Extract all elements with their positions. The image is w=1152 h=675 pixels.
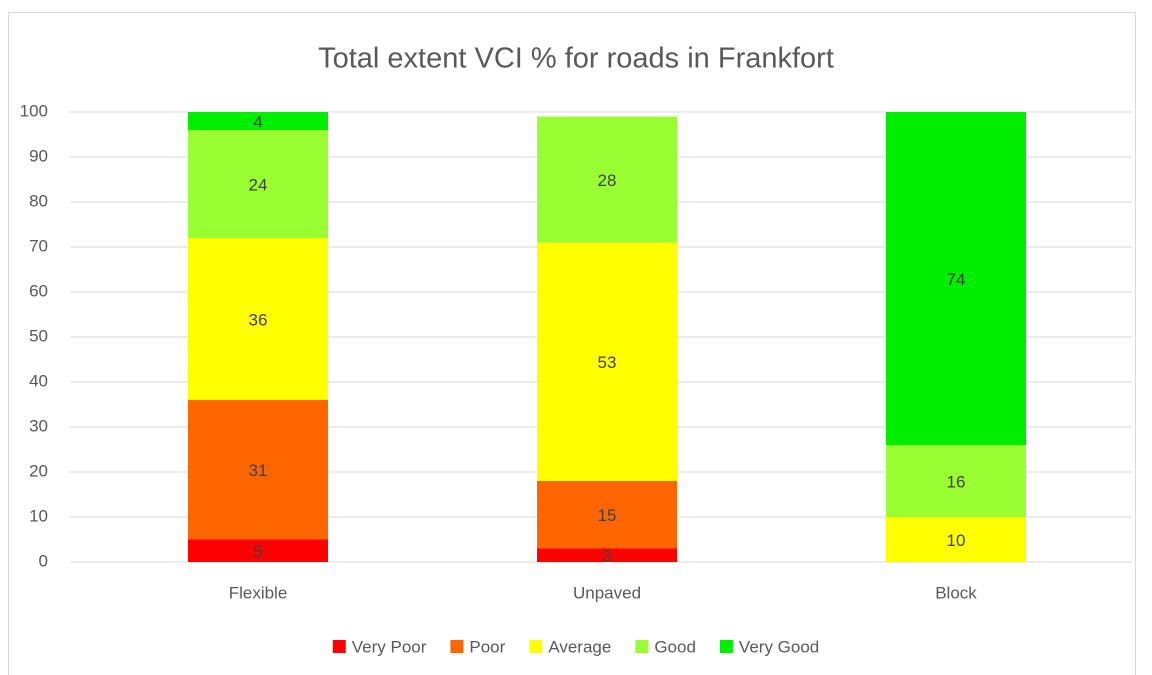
- data-label: 74: [947, 270, 966, 289]
- legend-swatch: [635, 640, 649, 653]
- bar-segment: [537, 116, 677, 243]
- legend-label: Very Poor: [352, 637, 427, 656]
- legend-label: Average: [548, 637, 611, 656]
- x-tick-label: Flexible: [229, 583, 288, 602]
- bar-segment: [886, 517, 1026, 562]
- y-tick-label: 40: [29, 371, 48, 390]
- bar-segment: [188, 112, 328, 130]
- data-label: 24: [249, 175, 268, 194]
- data-label: 28: [598, 171, 617, 190]
- y-tick-label: 10: [29, 506, 48, 525]
- data-label: 53: [598, 353, 617, 372]
- y-tick-label: 0: [39, 551, 48, 570]
- legend-swatch: [450, 640, 464, 653]
- y-tick-label: 50: [29, 326, 48, 345]
- bar-segment: [886, 445, 1026, 517]
- data-label: 16: [947, 472, 966, 491]
- y-tick-label: 30: [29, 416, 48, 435]
- data-label: 15: [598, 506, 617, 525]
- y-tick-label: 20: [29, 461, 48, 480]
- data-label: 5: [253, 542, 262, 561]
- bar-segment: [188, 539, 328, 562]
- y-tick-label: 90: [29, 146, 48, 165]
- y-tick-label: 100: [20, 101, 48, 120]
- chart-title: Total extent VCI % for roads in Frankfor…: [318, 43, 834, 75]
- y-tick-label: 60: [29, 281, 48, 300]
- legend-swatch: [719, 640, 733, 653]
- y-tick-label: 70: [29, 236, 48, 255]
- data-label: 31: [249, 461, 268, 480]
- x-tick-label: Unpaved: [573, 583, 641, 602]
- legend-swatch: [529, 640, 543, 653]
- data-label: 36: [249, 310, 268, 329]
- bar-segment: [188, 400, 328, 540]
- legend-label: Good: [654, 637, 696, 656]
- legend-swatch: [332, 640, 346, 653]
- data-label: 10: [947, 531, 966, 550]
- bar-segment: [537, 481, 677, 549]
- bar-segment: [188, 238, 328, 400]
- legend-label: Poor: [469, 637, 505, 656]
- legend-label: Very Good: [739, 637, 819, 656]
- bar-segment: [188, 130, 328, 238]
- y-tick-label: 80: [29, 191, 48, 210]
- bar-segment: [537, 548, 677, 562]
- data-label: 3: [602, 547, 611, 566]
- bar-segment: [537, 242, 677, 481]
- bar-segment: [886, 112, 1026, 445]
- data-label: 4: [253, 112, 262, 131]
- x-tick-label: Block: [935, 583, 977, 602]
